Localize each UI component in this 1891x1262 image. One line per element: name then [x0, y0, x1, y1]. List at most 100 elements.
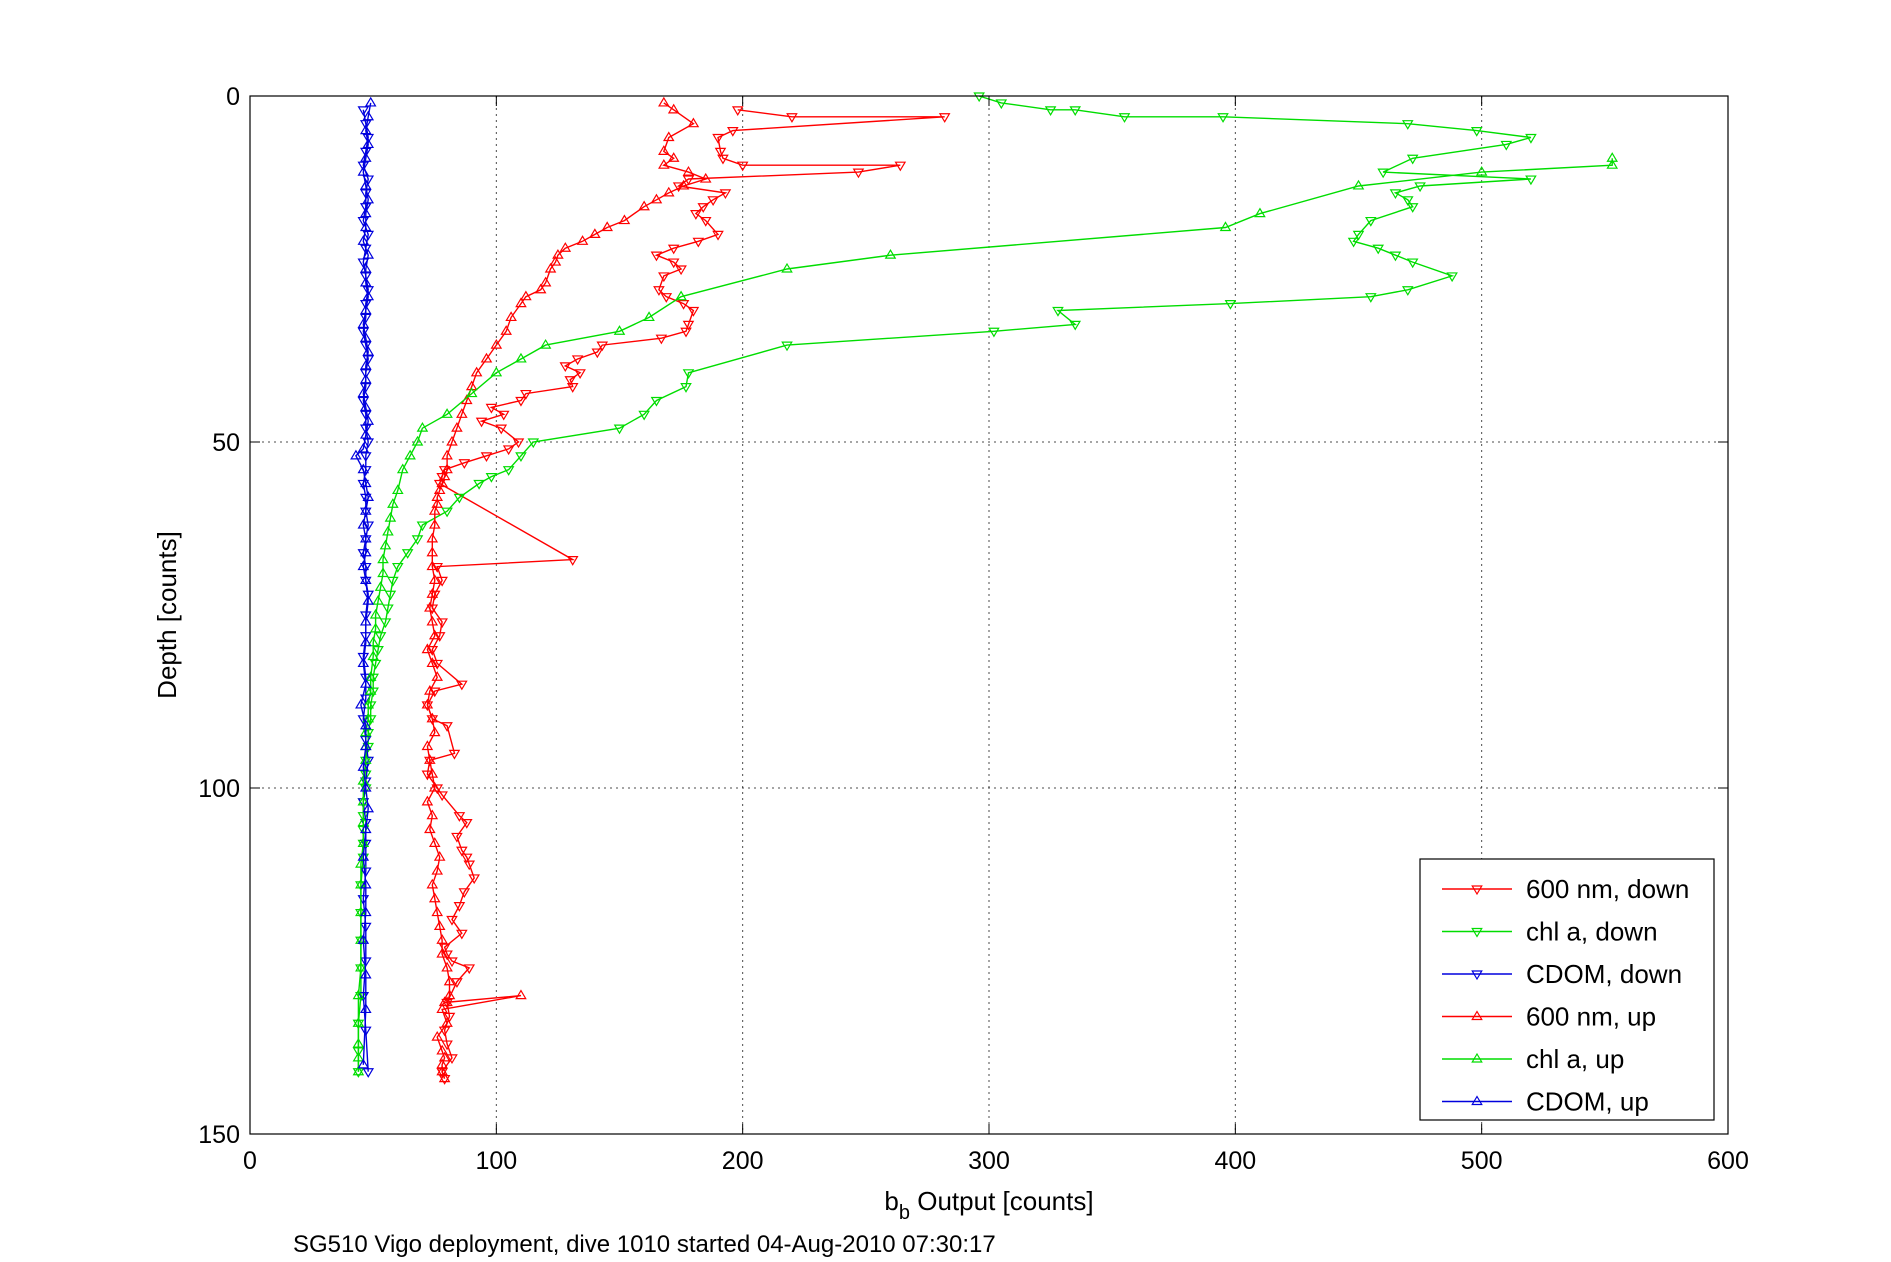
data-point [357, 106, 370, 117]
data-point [544, 262, 557, 273]
data-point [362, 415, 375, 425]
data-point [359, 332, 372, 342]
data-point [456, 846, 468, 857]
y-tick-label: 150 [198, 1121, 240, 1149]
x-axis: 0 100 200 300 400 500 600 [243, 96, 1749, 1175]
data-point [428, 837, 441, 847]
data-point [357, 837, 370, 847]
data-point [359, 147, 372, 158]
data-point [421, 795, 434, 806]
data-point [677, 179, 690, 190]
data-point [618, 214, 631, 225]
data-point [362, 193, 375, 204]
legend-entry: CDOM, up [1442, 1087, 1649, 1117]
x-tick-label: 400 [1214, 1147, 1256, 1175]
data-point [596, 341, 609, 352]
data-point [374, 581, 387, 591]
data-point [566, 556, 579, 566]
data-point [697, 203, 710, 213]
data-point [357, 387, 370, 398]
data-point [485, 473, 498, 483]
data-point [658, 159, 670, 169]
data-point [613, 424, 626, 435]
data-point [667, 258, 680, 269]
data-point [357, 165, 370, 176]
data-point [436, 791, 448, 802]
data-point [680, 383, 692, 393]
data-point [359, 922, 372, 933]
data-point [453, 902, 466, 912]
data-point [712, 230, 724, 241]
data-point [456, 680, 468, 691]
data-point [559, 362, 572, 373]
data-point [357, 657, 370, 668]
data-point [539, 338, 552, 349]
series-chl-a-up [352, 152, 1619, 1076]
series-line [426, 109, 945, 1079]
data-point [470, 366, 483, 377]
data-point [362, 110, 375, 121]
data-point [367, 636, 379, 647]
data-point [727, 127, 739, 137]
data-point [446, 957, 458, 968]
data-point [359, 1026, 372, 1037]
data-point [505, 311, 517, 322]
data-point [357, 774, 370, 785]
data-point [675, 265, 687, 276]
data-point [781, 262, 793, 273]
data-point [699, 216, 712, 227]
legend-entry: 600 nm, up [1442, 1002, 1656, 1032]
data-point [1389, 189, 1402, 200]
data-point [589, 228, 601, 238]
data-point [1365, 216, 1377, 227]
data-point [359, 124, 372, 135]
data-point [424, 754, 436, 764]
data-point [350, 449, 362, 460]
data-point [485, 403, 498, 414]
legend-box [1419, 858, 1715, 1121]
data-point [1401, 286, 1414, 296]
data-point [512, 438, 525, 449]
data-point [638, 200, 650, 211]
data-point [446, 435, 458, 446]
data-point [1525, 175, 1537, 186]
data-point [441, 1017, 453, 1027]
data-point [441, 1040, 453, 1051]
data-point [379, 539, 392, 550]
legend-entry: CDOM, down [1442, 959, 1682, 989]
data-point [443, 975, 456, 986]
data-point [382, 604, 394, 615]
data-point [433, 484, 446, 495]
data-point [446, 915, 458, 926]
data-point [712, 133, 724, 144]
data-point [359, 823, 372, 834]
data-point [359, 505, 372, 515]
data-point [362, 286, 375, 296]
data-point [1044, 106, 1057, 117]
data-point [359, 754, 372, 764]
data-point [662, 186, 675, 197]
data-point [441, 463, 453, 474]
legend-label: chl a, down [1526, 917, 1658, 947]
legend-label: CDOM, up [1526, 1087, 1649, 1117]
data-point [690, 210, 702, 220]
data-point [428, 629, 441, 640]
data-point [441, 408, 453, 418]
data-point [1052, 306, 1064, 317]
data-point [362, 1068, 375, 1078]
data-point [451, 978, 463, 988]
data-point [480, 452, 493, 463]
data-point [658, 145, 670, 155]
legend-marker [1471, 885, 1483, 896]
x-tick-label: 600 [1707, 1147, 1749, 1175]
data-point [453, 812, 466, 822]
data-point [387, 498, 399, 508]
x-tick-label: 0 [243, 1147, 257, 1175]
data-point [359, 878, 372, 889]
data-point [1365, 293, 1377, 303]
data-point [515, 989, 527, 1000]
data-point [441, 950, 453, 961]
data-point [426, 546, 439, 557]
y-tick-label: 50 [212, 429, 240, 457]
data-point [456, 408, 468, 418]
